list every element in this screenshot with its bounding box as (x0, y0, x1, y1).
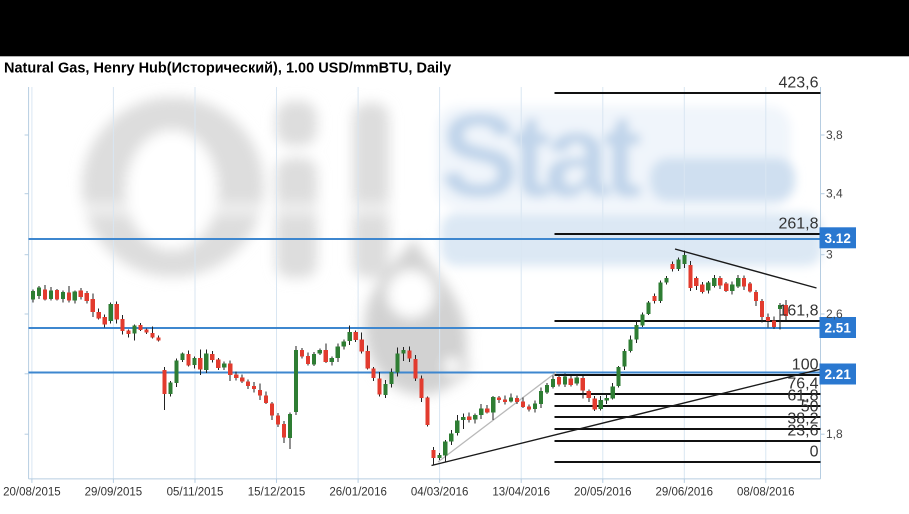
svg-text:20/05/2016: 20/05/2016 (574, 487, 632, 499)
svg-text:29/09/2015: 29/09/2015 (85, 487, 143, 499)
svg-text:3,8: 3,8 (826, 128, 843, 142)
svg-text:Natural Gas, Henry Hub(Историч: Natural Gas, Henry Hub(Исторический), 1.… (4, 61, 451, 77)
svg-text:261,8: 261,8 (778, 216, 818, 233)
svg-text:2.51: 2.51 (825, 321, 852, 336)
svg-text:08/08/2016: 08/08/2016 (737, 487, 795, 499)
svg-text:29/06/2016: 29/06/2016 (656, 487, 714, 499)
svg-text:04/03/2016: 04/03/2016 (411, 487, 469, 499)
svg-text:20/08/2015: 20/08/2015 (3, 487, 61, 499)
svg-text:15/12/2015: 15/12/2015 (248, 487, 306, 499)
svg-text:161,8: 161,8 (778, 303, 818, 320)
svg-text:3,4: 3,4 (826, 187, 843, 201)
svg-text:2,6: 2,6 (826, 307, 843, 321)
svg-text:05/11/2015: 05/11/2015 (167, 487, 224, 499)
svg-text:26/01/2016: 26/01/2016 (329, 487, 387, 499)
svg-text:3: 3 (826, 248, 833, 262)
svg-text:Stat: Stat (440, 90, 642, 222)
svg-text:100: 100 (792, 357, 819, 374)
svg-text:1,8: 1,8 (826, 427, 843, 441)
svg-text:2.21: 2.21 (825, 367, 852, 382)
svg-text:23,6: 23,6 (787, 423, 818, 440)
svg-text:61,8: 61,8 (787, 388, 818, 405)
svg-text:50: 50 (801, 399, 819, 416)
svg-text:76,4: 76,4 (787, 376, 818, 393)
svg-text:3.12: 3.12 (825, 231, 851, 246)
svg-text:423,6: 423,6 (778, 75, 818, 92)
svg-text:0: 0 (810, 444, 819, 461)
svg-text:13/04/2016: 13/04/2016 (492, 487, 550, 499)
svg-text:38,2: 38,2 (787, 411, 818, 428)
